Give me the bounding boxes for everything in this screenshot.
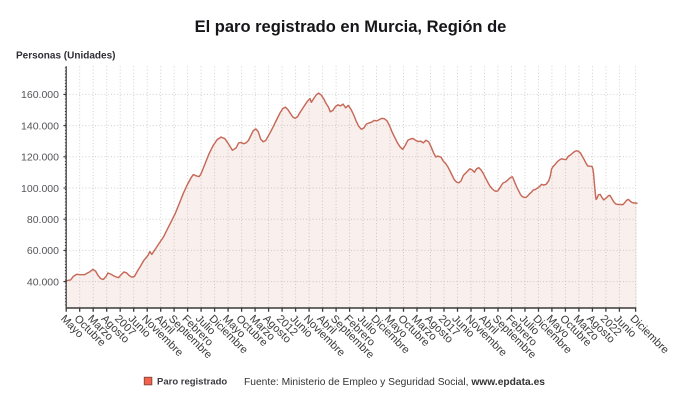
svg-text:El paro registrado en Murcia,: El paro registrado en Murcia, Región de <box>195 18 507 36</box>
svg-text:Fuente: Ministerio de Empleo y: Fuente: Ministerio de Empleo y Seguridad… <box>244 377 545 388</box>
svg-text:60.000: 60.000 <box>27 245 59 257</box>
svg-text:80.000: 80.000 <box>27 214 59 226</box>
svg-text:100.000: 100.000 <box>21 183 59 195</box>
svg-text:Paro registrado: Paro registrado <box>157 377 227 388</box>
svg-text:40.000: 40.000 <box>27 276 59 288</box>
svg-text:140.000: 140.000 <box>21 120 59 132</box>
svg-text:160.000: 160.000 <box>21 89 59 101</box>
svg-text:Personas (Unidades): Personas (Unidades) <box>16 50 115 61</box>
svg-text:120.000: 120.000 <box>21 152 59 164</box>
